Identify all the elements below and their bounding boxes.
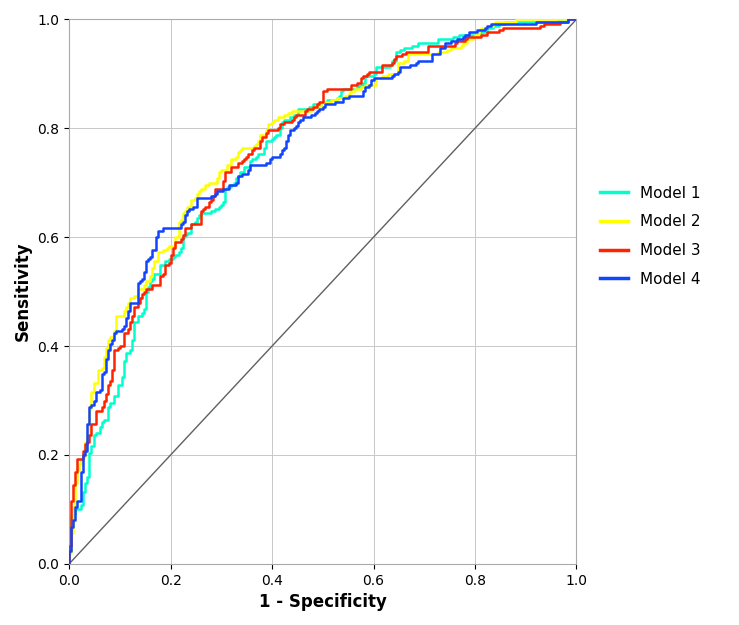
- Model 1: [572, 16, 581, 23]
- Model 4: [65, 560, 74, 568]
- Model 2: [296, 107, 305, 114]
- Line: Model 1: Model 1: [69, 19, 576, 564]
- Model 3: [115, 344, 124, 352]
- Line: Model 4: Model 4: [69, 19, 576, 564]
- X-axis label: 1 - Specificity: 1 - Specificity: [259, 593, 386, 611]
- Model 1: [304, 102, 313, 110]
- Model 3: [128, 312, 137, 319]
- Model 2: [572, 16, 581, 23]
- Model 3: [306, 105, 315, 112]
- Model 3: [564, 16, 573, 23]
- Model 4: [310, 109, 319, 117]
- Model 2: [511, 16, 520, 23]
- Model 3: [572, 16, 581, 23]
- Model 3: [300, 111, 309, 119]
- Model 4: [107, 336, 116, 343]
- Model 1: [156, 262, 165, 269]
- Model 2: [65, 560, 74, 568]
- Model 2: [121, 305, 130, 312]
- Model 3: [65, 560, 74, 568]
- Model 4: [430, 51, 439, 58]
- Model 4: [123, 308, 132, 315]
- Model 2: [430, 51, 439, 58]
- Model 4: [148, 253, 157, 261]
- Model 1: [554, 16, 562, 23]
- Legend: Model 1, Model 2, Model 3, Model 4: Model 1, Model 2, Model 3, Model 4: [594, 179, 706, 293]
- Model 4: [302, 114, 311, 121]
- Model 4: [572, 16, 581, 23]
- Model 1: [134, 318, 143, 326]
- Y-axis label: Sensitivity: Sensitivity: [14, 242, 32, 341]
- Model 2: [152, 258, 161, 265]
- Model 1: [294, 105, 303, 112]
- Model 3: [160, 266, 169, 274]
- Model 1: [420, 39, 429, 47]
- Model 2: [306, 105, 315, 112]
- Model 4: [564, 16, 573, 23]
- Line: Model 3: Model 3: [69, 19, 576, 564]
- Model 1: [121, 351, 130, 359]
- Line: Model 2: Model 2: [69, 19, 576, 564]
- Model 2: [106, 334, 115, 341]
- Model 1: [65, 560, 74, 568]
- Model 3: [424, 44, 433, 51]
